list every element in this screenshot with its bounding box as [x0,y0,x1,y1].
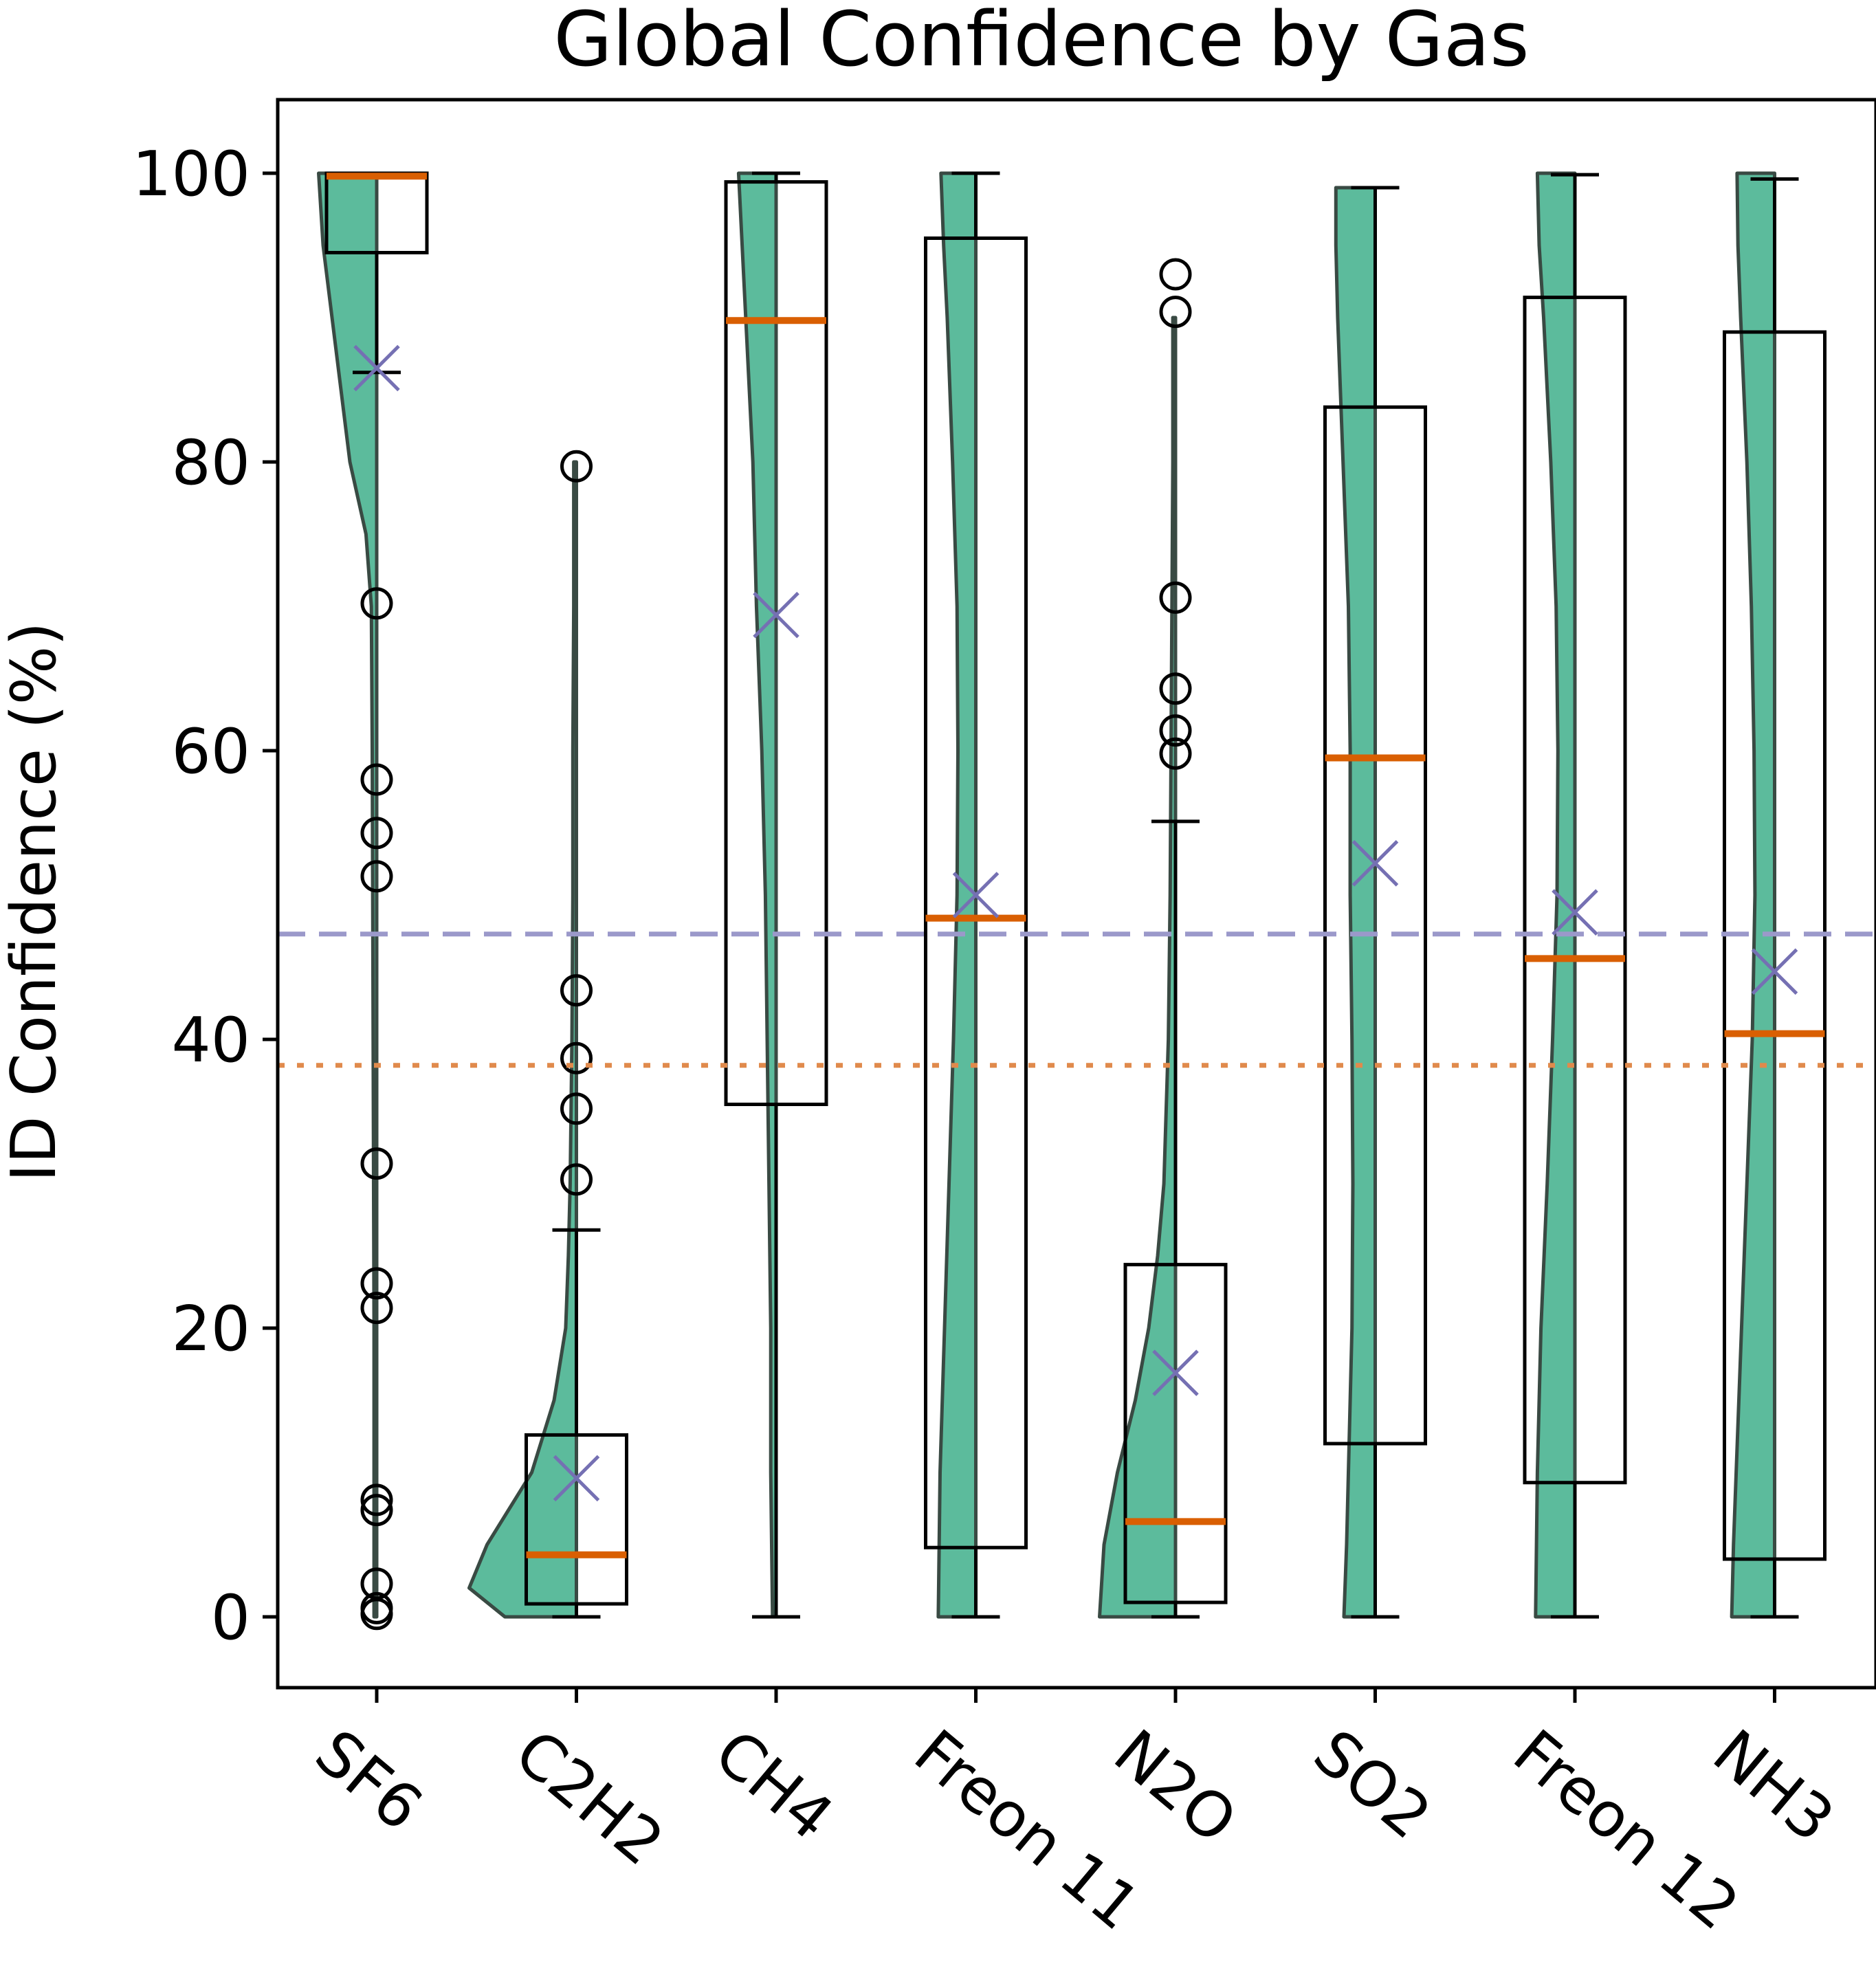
x-tick-label: Freon 12 [1500,1716,1752,1944]
chart-title: Global Confidence by Gas [553,0,1529,83]
outlier-sf6 [360,587,393,620]
box-ch4 [724,180,828,1107]
violin-sf6 [317,171,379,1619]
outlier-sf6 [360,1494,393,1527]
box-n2o [1123,1263,1228,1604]
axes-frame [276,98,1876,1690]
outlier-n2o [1159,737,1192,770]
outlier-sf6 [360,1267,393,1300]
outlier-c2h2 [560,1163,593,1196]
violin-n2o [1098,316,1178,1619]
outlier-sf6 [360,1292,393,1325]
violin-nh3 [1730,171,1776,1619]
outlier-n2o [1159,258,1192,291]
x-tick-label: C2H2 [501,1716,676,1879]
outlier-n2o [1159,672,1192,705]
outlier-c2h2 [560,450,593,483]
y-tick-label: 60 [171,716,250,788]
mean-marker-freon-12 [1552,889,1598,936]
y-tick-label: 100 [132,138,250,210]
y-tick-label: 20 [171,1293,250,1365]
x-tick-label: N2O [1101,1716,1250,1857]
mean-marker-nh3 [1751,948,1798,995]
outlier-sf6 [360,1147,393,1180]
x-tick-label: SF6 [302,1716,436,1844]
plot-area [278,171,1876,1631]
outlier-n2o [1159,581,1192,614]
outlier-sf6 [360,1598,393,1631]
mean-marker-n2o [1152,1349,1199,1396]
outlier-c2h2 [560,974,593,1007]
outlier-sf6 [360,860,393,893]
violin-so2 [1334,186,1377,1619]
outlier-n2o [1159,296,1192,329]
mean-marker-ch4 [753,591,799,639]
mean-marker-so2 [1351,840,1399,887]
x-tick-label: SO2 [1300,1716,1444,1853]
outlier-c2h2 [560,1041,593,1074]
y-tick-label: 0 [211,1582,250,1654]
mean-marker-freon-11 [952,872,1000,918]
y-tick-label: 40 [171,1004,250,1077]
outlier-sf6 [360,1483,393,1516]
outlier-sf6 [360,817,393,850]
violin-freon-12 [1534,171,1577,1619]
outlier-sf6 [360,763,393,796]
y-tick-label: 80 [171,427,250,499]
violin-freon-11 [936,171,978,1619]
x-tick-label: Freon 11 [901,1716,1153,1944]
box-c2h2 [525,1433,628,1606]
box-freon-11 [924,236,1028,1549]
box-nh3 [1723,330,1827,1561]
box-so2 [1323,405,1427,1446]
violin-ch4 [736,171,778,1619]
outlier-c2h2 [560,1092,593,1125]
violin-c2h2 [467,460,578,1619]
y-axis-label: ID Confidence (%) [0,622,70,1182]
x-tick-label: NH3 [1699,1716,1847,1856]
x-tick-label: CH4 [701,1716,846,1854]
mean-marker-sf6 [353,344,400,392]
outlier-n2o [1159,714,1192,747]
mean-marker-c2h2 [553,1455,600,1502]
box-freon-12 [1523,296,1627,1485]
